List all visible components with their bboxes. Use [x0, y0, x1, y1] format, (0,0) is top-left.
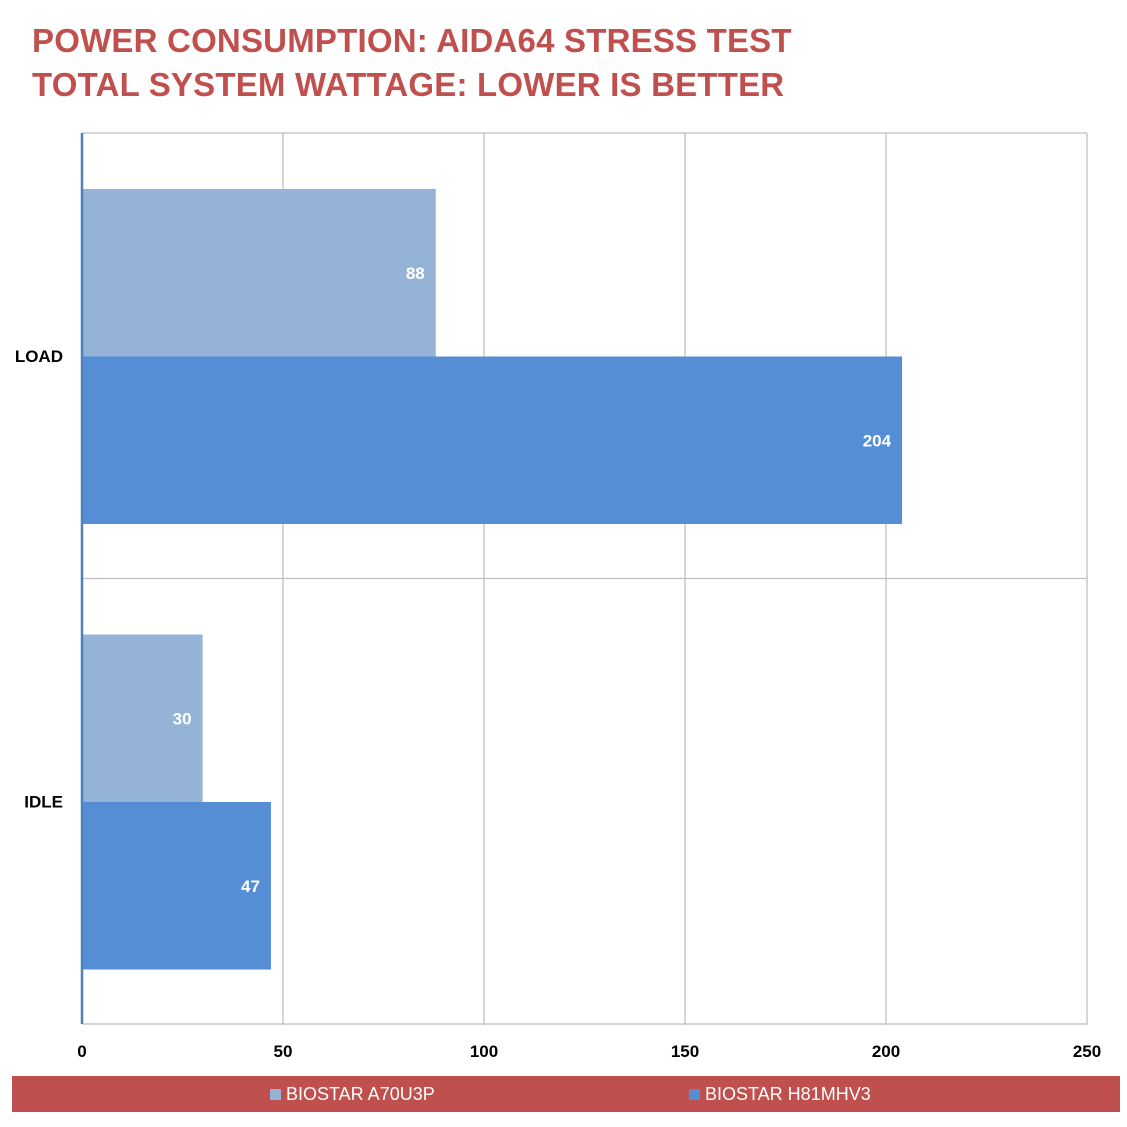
chart-title: POWER CONSUMPTION: AIDA64 STRESS TEST	[32, 22, 792, 59]
x-tick-label-100: 100	[470, 1042, 498, 1061]
bar-load-biostar-h81mhv3	[82, 356, 903, 524]
bar-idle-biostar-a70u3p	[82, 634, 203, 802]
data-label-load-biostar-h81mhv3: 204	[863, 431, 892, 450]
category-label-idle: IDLE	[24, 792, 63, 811]
legend-item-h81mhv3: BIOSTAR H81MHV3	[689, 1076, 871, 1112]
data-label-idle-biostar-a70u3p: 30	[173, 709, 192, 728]
legend-label-a70u3p: BIOSTAR A70U3P	[286, 1083, 435, 1104]
x-tick-label-150: 150	[671, 1042, 699, 1061]
legend: BIOSTAR A70U3P BIOSTAR H81MHV3	[12, 1076, 1120, 1112]
data-label-idle-biostar-h81mhv3: 47	[241, 877, 260, 896]
bar-idle-biostar-h81mhv3	[82, 802, 271, 970]
x-tick-label-250: 250	[1073, 1042, 1101, 1061]
x-tick-label-0: 0	[77, 1042, 86, 1061]
x-tick-label-50: 50	[274, 1042, 293, 1061]
x-tick-label-200: 200	[872, 1042, 900, 1061]
legend-label-h81mhv3: BIOSTAR H81MHV3	[705, 1083, 871, 1104]
category-label-load: LOAD	[15, 347, 63, 366]
data-label-load-biostar-a70u3p: 88	[406, 264, 425, 283]
bar-load-biostar-a70u3p	[82, 189, 436, 357]
legend-swatch-a70u3p	[270, 1088, 281, 1100]
legend-swatch-h81mhv3	[689, 1088, 700, 1100]
legend-item-a70u3p: BIOSTAR A70U3P	[270, 1076, 435, 1112]
chart-subtitle: TOTAL SYSTEM WATTAGE: LOWER IS BETTER	[32, 66, 785, 103]
